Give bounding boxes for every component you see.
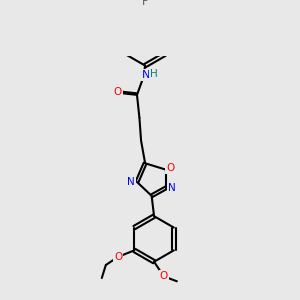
Text: O: O: [166, 163, 175, 173]
Text: F: F: [142, 0, 148, 7]
Text: N: N: [128, 177, 135, 187]
Text: N: N: [142, 70, 150, 80]
Text: O: O: [160, 272, 168, 281]
Text: O: O: [113, 87, 122, 97]
Text: O: O: [114, 252, 122, 262]
Text: N: N: [168, 183, 176, 193]
Text: H: H: [150, 69, 158, 79]
